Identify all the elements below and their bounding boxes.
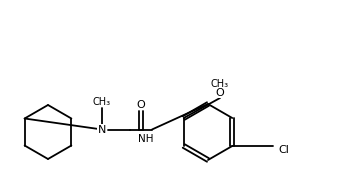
Text: N: N <box>98 124 106 134</box>
Text: O: O <box>216 87 224 97</box>
Text: Cl: Cl <box>278 145 289 155</box>
Text: O: O <box>137 100 145 110</box>
Text: CH₃: CH₃ <box>93 97 111 107</box>
Text: NH: NH <box>138 134 153 144</box>
Text: CH₃: CH₃ <box>211 78 229 89</box>
